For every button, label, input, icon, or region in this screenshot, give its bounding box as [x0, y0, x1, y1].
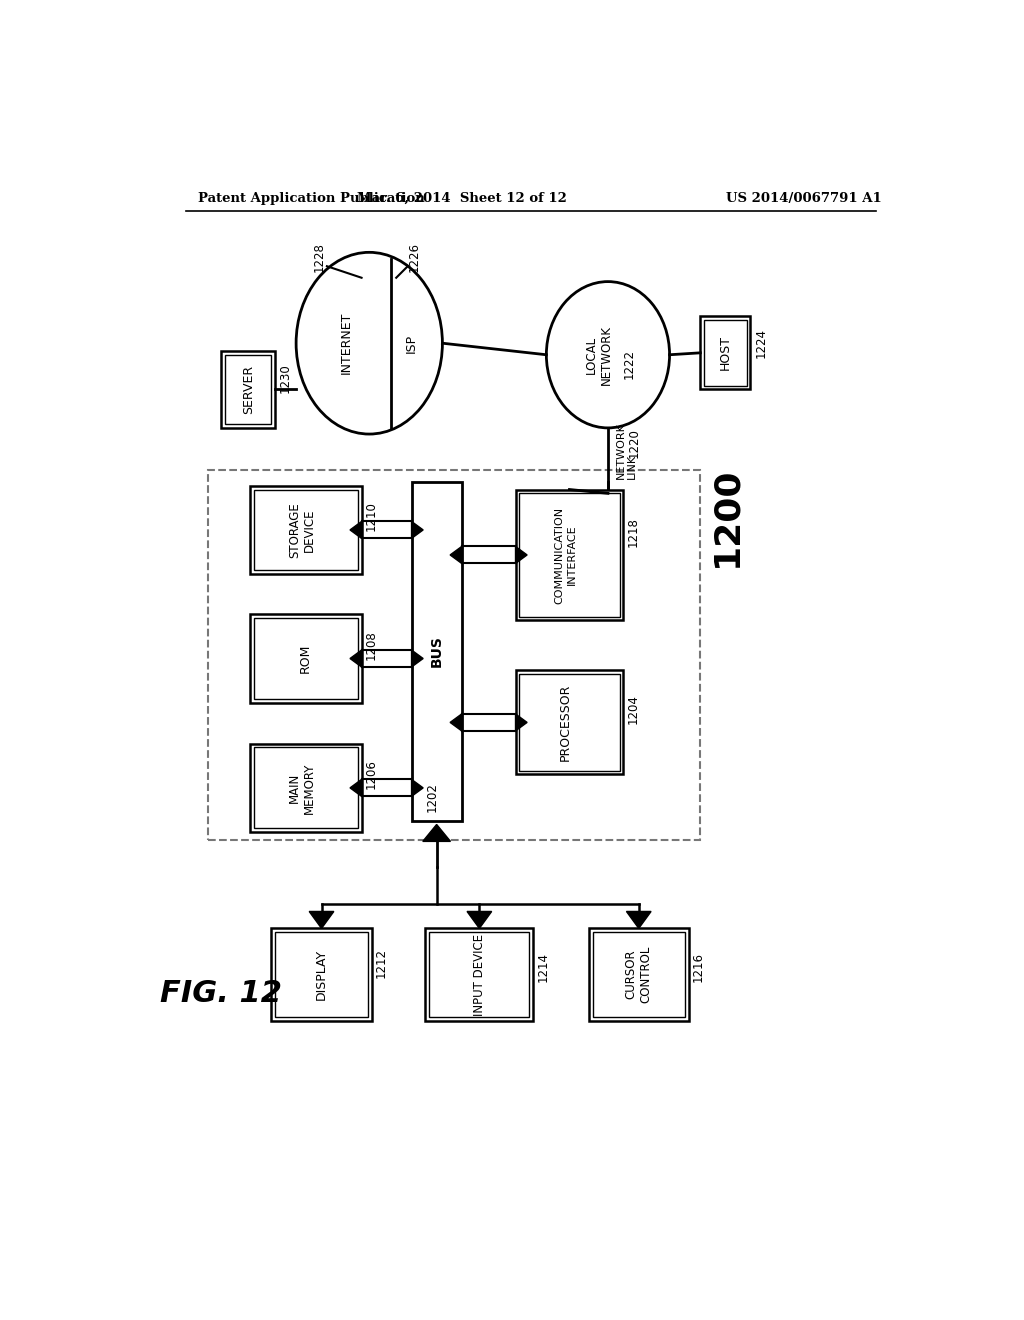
Text: SERVER: SERVER: [242, 364, 255, 414]
Bar: [705, 321, 746, 385]
Text: 1206: 1206: [365, 759, 378, 789]
Text: MAIN
MEMORY: MAIN MEMORY: [288, 762, 315, 813]
Text: ROM: ROM: [299, 644, 312, 673]
Text: ISP: ISP: [406, 334, 418, 352]
Text: HOST: HOST: [719, 335, 732, 371]
Text: US 2014/0067791 A1: US 2014/0067791 A1: [726, 191, 883, 205]
Polygon shape: [412, 521, 423, 539]
Text: LOCAL
NETWORK: LOCAL NETWORK: [585, 325, 612, 384]
Text: Mar. 6, 2014  Sheet 12 of 12: Mar. 6, 2014 Sheet 12 of 12: [356, 191, 566, 205]
Text: 1230: 1230: [280, 363, 292, 393]
Text: 1218: 1218: [627, 517, 639, 546]
Bar: [425, 928, 534, 1020]
Text: 1220: 1220: [628, 429, 641, 458]
Text: STORAGE
DEVICE: STORAGE DEVICE: [288, 502, 315, 558]
Bar: [429, 932, 529, 1016]
Text: 1202: 1202: [426, 783, 438, 812]
Text: 1204: 1204: [627, 694, 639, 723]
Text: BUS: BUS: [430, 635, 443, 667]
Bar: [412, 482, 462, 821]
Text: 1208: 1208: [365, 630, 378, 660]
Polygon shape: [467, 911, 492, 928]
Text: NETWORK
LINK: NETWORK LINK: [615, 422, 637, 479]
Bar: [254, 747, 357, 829]
Polygon shape: [350, 779, 361, 796]
Polygon shape: [350, 521, 361, 539]
Polygon shape: [423, 825, 451, 841]
Bar: [254, 618, 357, 700]
Bar: [221, 351, 275, 428]
Bar: [519, 675, 620, 771]
Text: COMMUNICATION
INTERFACE: COMMUNICATION INTERFACE: [555, 507, 577, 603]
Text: CURSOR
CONTROL: CURSOR CONTROL: [625, 946, 652, 1003]
Polygon shape: [451, 714, 462, 731]
Polygon shape: [412, 649, 423, 667]
Text: 1228: 1228: [312, 242, 326, 272]
Bar: [593, 932, 685, 1016]
Text: INTERNET: INTERNET: [340, 312, 352, 375]
Text: Patent Application Publication: Patent Application Publication: [199, 191, 425, 205]
Polygon shape: [515, 714, 527, 731]
Bar: [250, 614, 361, 702]
Bar: [254, 490, 357, 570]
Bar: [250, 743, 361, 832]
Text: 1222: 1222: [623, 348, 636, 379]
Text: 1214: 1214: [537, 952, 549, 982]
Polygon shape: [627, 911, 651, 928]
Text: PROCESSOR: PROCESSOR: [559, 684, 572, 762]
Bar: [519, 494, 620, 616]
Ellipse shape: [296, 252, 442, 434]
Bar: [515, 490, 624, 620]
Text: 1200: 1200: [710, 466, 743, 566]
Text: FIG. 12: FIG. 12: [161, 979, 283, 1008]
Text: DISPLAY: DISPLAY: [315, 949, 328, 1001]
Polygon shape: [309, 911, 334, 928]
Text: INPUT DEVICE: INPUT DEVICE: [473, 933, 485, 1015]
Polygon shape: [515, 546, 527, 564]
Text: 1224: 1224: [755, 329, 767, 358]
Polygon shape: [451, 546, 462, 564]
Polygon shape: [412, 779, 423, 796]
Bar: [225, 355, 271, 424]
Text: 1216: 1216: [692, 952, 705, 982]
Bar: [208, 470, 700, 840]
Bar: [250, 486, 361, 574]
Bar: [589, 928, 689, 1020]
Text: 1210: 1210: [365, 502, 378, 532]
Polygon shape: [350, 649, 361, 667]
Text: 1226: 1226: [408, 242, 421, 272]
Bar: [515, 671, 624, 775]
Bar: [275, 932, 368, 1016]
Bar: [271, 928, 372, 1020]
Text: 1212: 1212: [375, 948, 388, 978]
Ellipse shape: [547, 281, 670, 428]
Bar: [700, 317, 751, 389]
